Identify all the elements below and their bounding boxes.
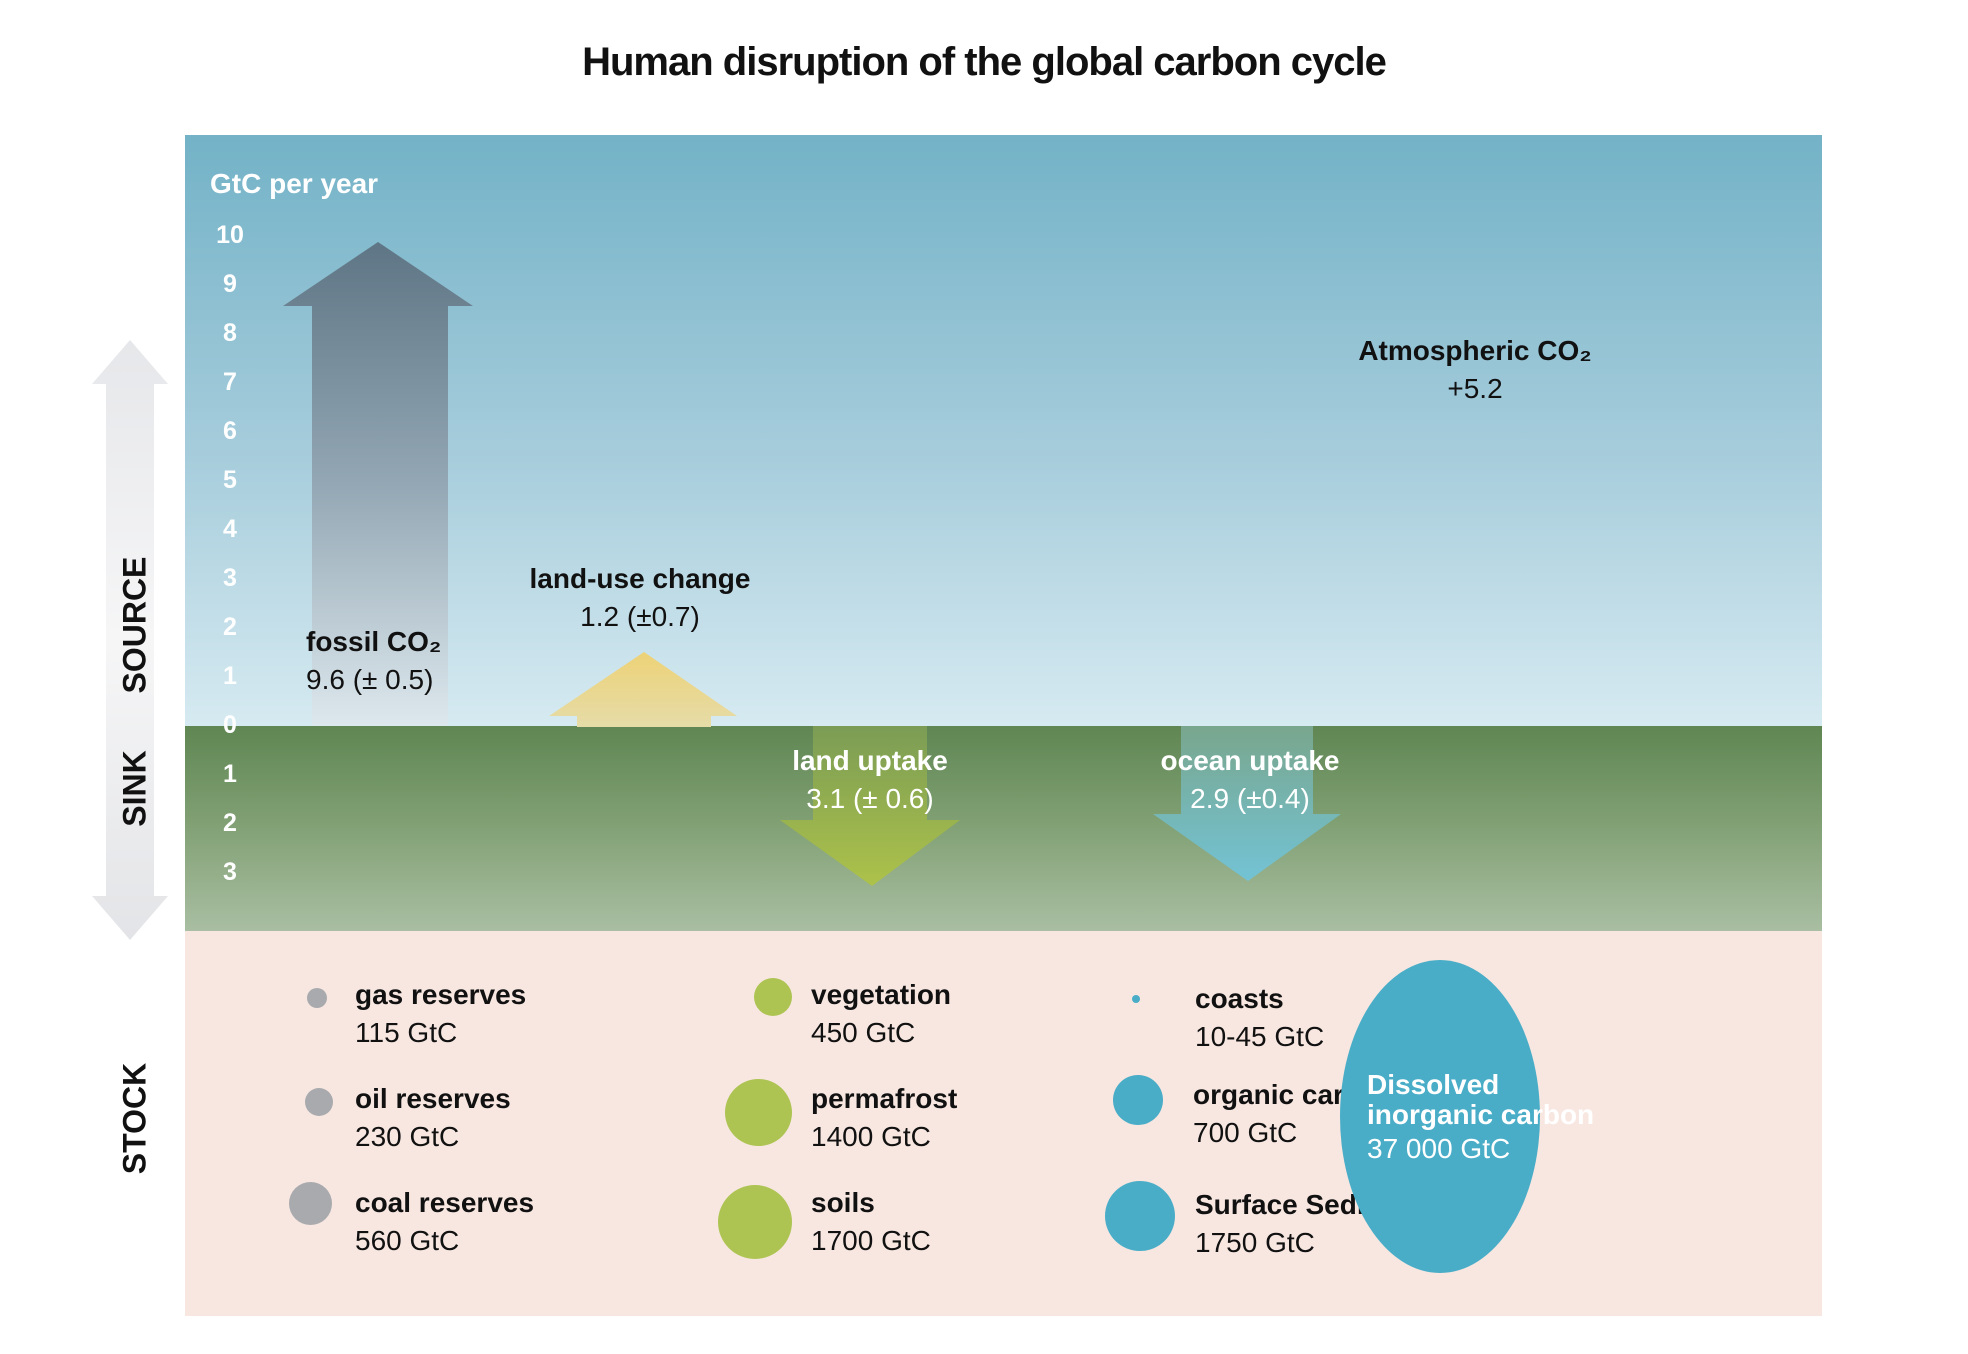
land-uptake-arrow-icon <box>780 726 960 886</box>
stock-value: 115 GtC <box>355 1017 458 1048</box>
stock-value: 37 000 GtC <box>1367 1133 1511 1164</box>
y-axis-unit-label: GtC per year <box>210 168 379 199</box>
stock-value: 10-45 GtC <box>1195 1021 1325 1052</box>
oil-reserves-circle-icon <box>305 1088 333 1116</box>
dissolved-inorganic-carbon-circle-icon <box>1340 960 1540 1273</box>
fossil-co2-value: 9.6 (± 0.5) <box>306 664 434 695</box>
y-tick: 10 <box>216 221 244 249</box>
atmospheric-co2-value: +5.2 <box>1447 373 1503 404</box>
coasts-circle-icon <box>1132 995 1140 1003</box>
y-tick: 4 <box>223 515 237 543</box>
chart-title: Human disruption of the global carbon cy… <box>582 40 1387 84</box>
stock-value: 1400 GtC <box>811 1121 931 1152</box>
ocean-uptake-value: 2.9 (±0.4) <box>1190 783 1310 814</box>
ocean-uptake-label: ocean uptake 2.9 (±0.4) <box>1120 742 1380 818</box>
stock-vegetation: vegetation 450 GtC <box>811 976 951 1052</box>
vegetation-circle-icon <box>754 978 792 1016</box>
sink-zone <box>185 726 1822 931</box>
y-tick: 3 <box>223 564 237 592</box>
y-tick: 0 <box>223 711 237 739</box>
land-uptake-name: land uptake <box>792 745 948 776</box>
y-tick: 2 <box>223 809 237 837</box>
stock-value: 1700 GtC <box>811 1225 931 1256</box>
ocean-uptake-name: ocean uptake <box>1160 745 1340 776</box>
stock-name: coasts <box>1195 983 1284 1014</box>
fossil-co2-name: fossil CO₂ <box>306 626 442 657</box>
land-use-change-value: 1.2 (±0.7) <box>580 601 700 632</box>
y-tick: 8 <box>223 319 237 347</box>
land-uptake-label: land uptake 3.1 (± 0.6) <box>740 742 1000 818</box>
atmospheric-co2-name: Atmospheric CO₂ <box>1358 335 1592 366</box>
y-tick: 9 <box>223 270 237 298</box>
stock-name: gas reserves <box>355 979 527 1010</box>
stock-value: 230 GtC <box>355 1121 460 1152</box>
stock-value: 1750 GtC <box>1195 1227 1315 1258</box>
fossil-co2-label: fossil CO₂ 9.6 (± 0.5) <box>306 623 441 699</box>
y-tick: 5 <box>223 466 237 494</box>
gas-reserves-circle-icon <box>307 988 327 1008</box>
source-label: SOURCE <box>116 556 153 694</box>
organic-carbon-circle-icon <box>1113 1075 1163 1125</box>
coal-reserves-circle-icon <box>289 1182 332 1225</box>
y-tick: 1 <box>223 760 237 788</box>
stock-soils: soils 1700 GtC <box>811 1184 931 1260</box>
land-use-change-arrow-icon <box>549 652 737 727</box>
atmospheric-co2-label: Atmospheric CO₂ +5.2 <box>1325 332 1625 408</box>
stock-value: 450 GtC <box>811 1017 916 1048</box>
stock-name: permafrost <box>811 1083 958 1114</box>
stock-label: STOCK <box>116 1062 153 1175</box>
land-use-change-label: land-use change 1.2 (±0.7) <box>490 560 790 636</box>
stock-dissolved-inorganic-carbon: Dissolved inorganic carbon 37 000 GtC <box>1367 1070 1594 1164</box>
y-tick: 3 <box>223 858 237 886</box>
stock-zone <box>185 931 1822 1316</box>
y-tick: 2 <box>223 613 237 641</box>
stock-value: 560 GtC <box>355 1225 460 1256</box>
stock-name-line1: Dissolved <box>1367 1069 1500 1100</box>
stock-name: coal reserves <box>355 1187 535 1218</box>
soils-circle-icon <box>718 1185 792 1259</box>
stock-value: 700 GtC <box>1193 1117 1298 1148</box>
sink-label: SINK <box>116 750 153 827</box>
land-uptake-value: 3.1 (± 0.6) <box>806 783 934 814</box>
land-use-change-name: land-use change <box>529 563 751 594</box>
y-tick: 1 <box>223 662 237 690</box>
stock-coal-reserves: coal reserves 560 GtC <box>355 1184 534 1260</box>
ocean-uptake-arrow-icon <box>1153 726 1341 881</box>
stock-name: soils <box>811 1187 875 1218</box>
source-sink-double-arrow-icon <box>92 340 168 940</box>
stock-permafrost: permafrost 1400 GtC <box>811 1080 957 1156</box>
stock-name: oil reserves <box>355 1083 511 1114</box>
stock-name: vegetation <box>811 979 952 1010</box>
fossil-co2-arrow-icon <box>283 242 473 726</box>
stock-gas-reserves: gas reserves 115 GtC <box>355 976 526 1052</box>
stock-name-line2: inorganic carbon <box>1367 1099 1595 1130</box>
stock-coasts: coasts 10-45 GtC <box>1195 980 1324 1056</box>
y-tick: 6 <box>223 417 237 445</box>
atmosphere-zone <box>185 135 1822 726</box>
y-tick: 7 <box>223 368 237 396</box>
surface-sediments-circle-icon <box>1105 1181 1175 1251</box>
stock-oil-reserves: oil reserves 230 GtC <box>355 1080 511 1156</box>
permafrost-circle-icon <box>725 1079 792 1146</box>
